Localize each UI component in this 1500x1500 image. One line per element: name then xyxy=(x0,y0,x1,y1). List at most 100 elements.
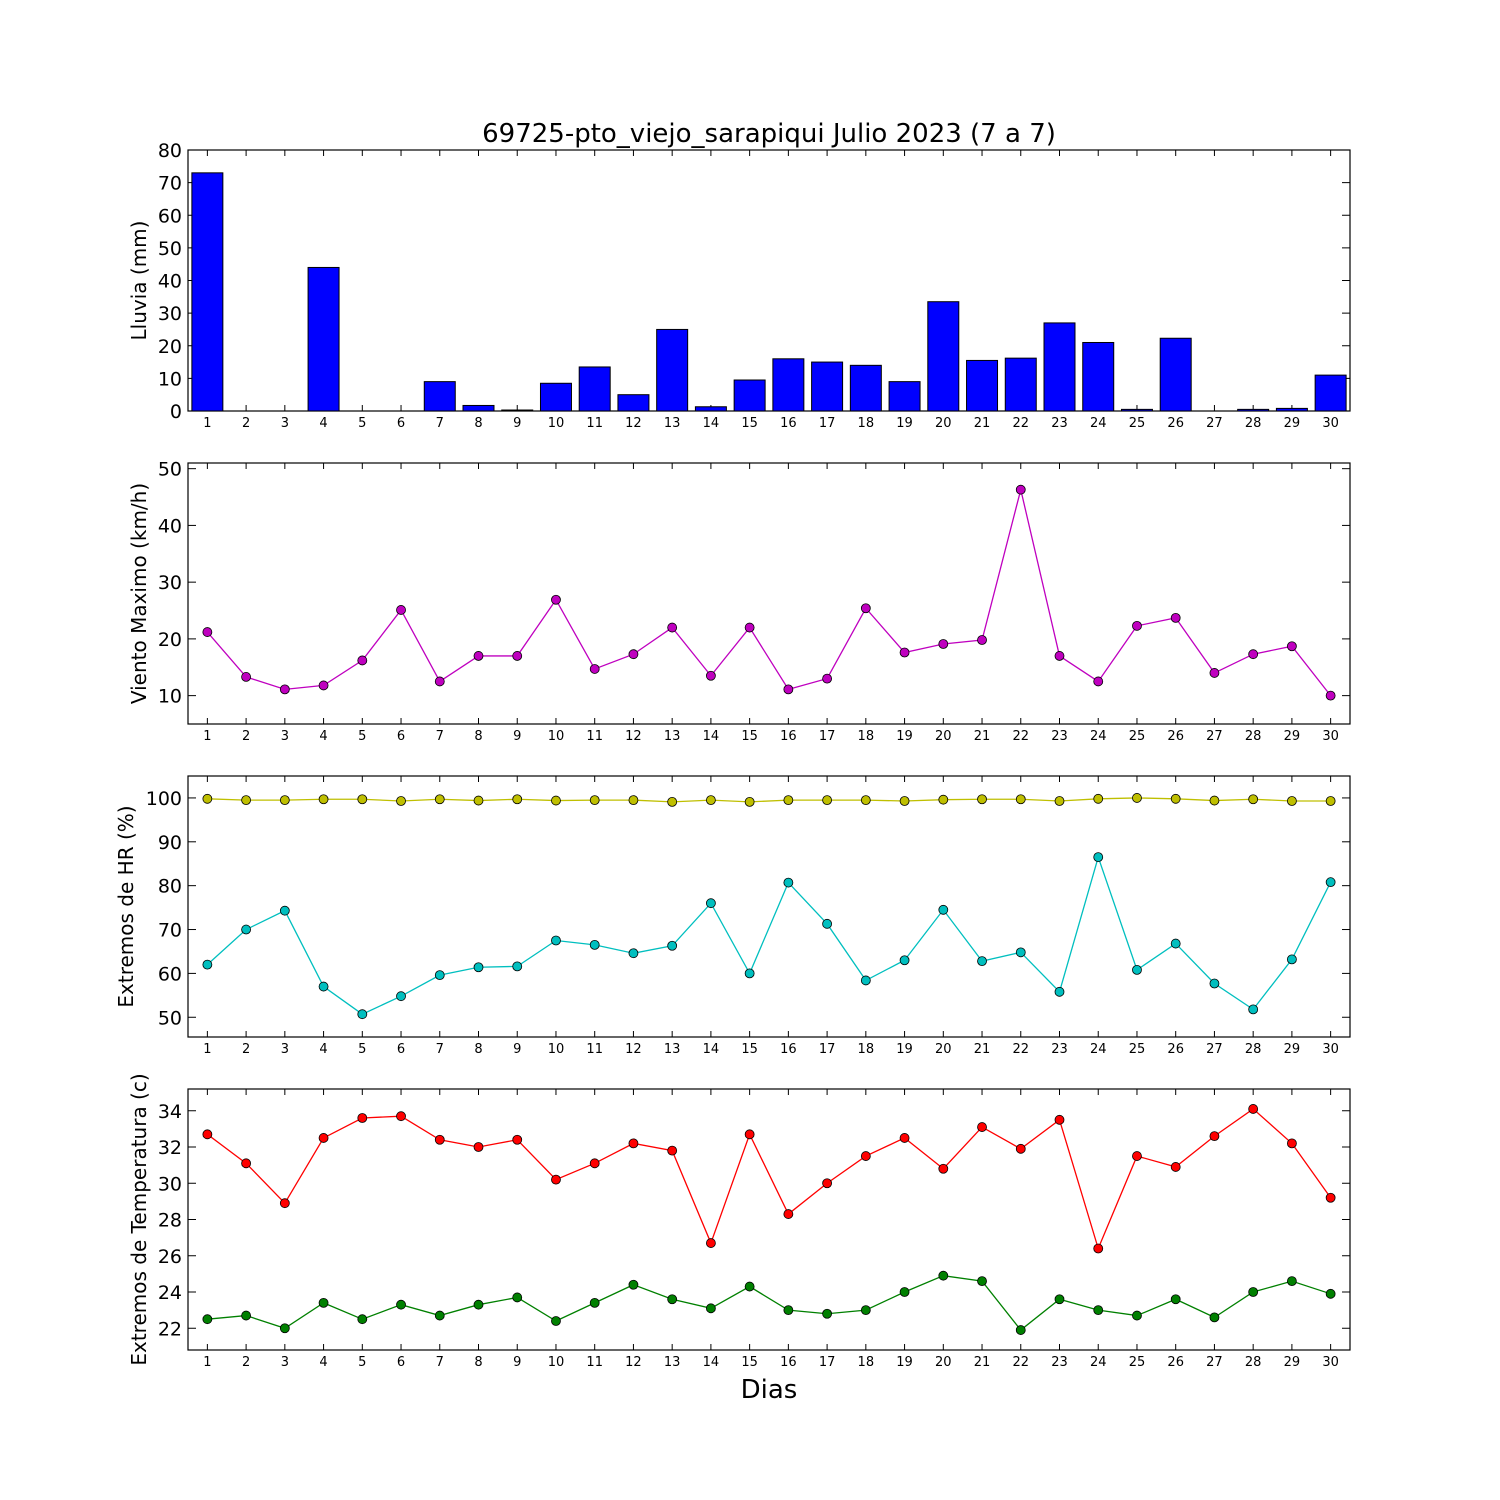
y-axis-label: Extremos de HR (%) xyxy=(114,805,138,1007)
x-tick-label: 22 xyxy=(1012,729,1029,744)
data-point xyxy=(434,1310,445,1321)
data-point xyxy=(512,961,523,972)
chart-title: 69725-pto_viejo_sarapiqui Julio 2023 (7 … xyxy=(482,119,1056,149)
data-point xyxy=(241,672,252,682)
data-point xyxy=(396,796,406,806)
x-tick-label: 21 xyxy=(974,729,991,744)
x-tick-label: 4 xyxy=(319,729,327,744)
x-tick-label: 11 xyxy=(586,1355,603,1370)
data-point xyxy=(706,898,716,909)
x-tick-label: 5 xyxy=(358,1042,366,1057)
x-tick-label: 21 xyxy=(974,416,991,431)
x-tick-label: 9 xyxy=(513,1355,521,1370)
x-tick-label: 11 xyxy=(586,1042,603,1057)
data-point xyxy=(1287,796,1297,806)
x-tick-label: 27 xyxy=(1206,1042,1223,1057)
x-tick-label: 28 xyxy=(1245,416,1262,431)
data-point xyxy=(822,795,832,806)
data-point xyxy=(1209,668,1220,678)
x-tick-label: 22 xyxy=(1012,416,1029,431)
x-tick-label: 19 xyxy=(896,1042,913,1057)
data-point xyxy=(241,1310,252,1321)
x-tick-label: 18 xyxy=(858,1355,875,1370)
bar-day-13 xyxy=(656,328,689,412)
data-point xyxy=(1132,620,1142,631)
x-tick-label: 6 xyxy=(397,1042,405,1057)
data-point xyxy=(318,794,329,805)
x-tick-label: 28 xyxy=(1245,1355,1262,1370)
data-point xyxy=(899,1133,910,1143)
data-point xyxy=(396,991,406,1002)
y-tick-label: 10 xyxy=(158,368,182,390)
data-point xyxy=(744,968,755,979)
data-point xyxy=(1054,1294,1065,1305)
x-tick-label: 29 xyxy=(1284,1042,1301,1057)
data-point xyxy=(1248,1104,1259,1114)
x-tick-label: 26 xyxy=(1167,1042,1184,1057)
data-point xyxy=(744,796,755,807)
x-tick-label: 30 xyxy=(1322,1042,1339,1057)
data-point xyxy=(1248,794,1259,805)
x-tick-label: 2 xyxy=(242,1042,250,1057)
data-point xyxy=(1209,978,1220,989)
bar-day-14 xyxy=(694,406,727,412)
x-tick-label: 3 xyxy=(281,416,289,431)
data-point xyxy=(1248,1004,1259,1015)
data-point xyxy=(628,1279,639,1290)
x-tick-label: 4 xyxy=(319,1042,327,1057)
data-point xyxy=(202,627,213,637)
x-tick-label: 15 xyxy=(741,1042,758,1057)
data-point xyxy=(938,794,949,805)
y-tick-label: 60 xyxy=(158,205,182,227)
data-point xyxy=(1015,1143,1026,1154)
data-point xyxy=(899,647,910,658)
data-point xyxy=(1248,649,1259,660)
data-point xyxy=(1054,651,1065,661)
data-point xyxy=(1093,852,1104,863)
data-point xyxy=(202,1129,213,1140)
x-tick-label: 5 xyxy=(358,1355,366,1370)
x-tick-label: 13 xyxy=(664,1042,681,1057)
y-tick-label: 34 xyxy=(158,1101,182,1123)
data-point xyxy=(1248,1287,1259,1297)
y-tick-label: 0 xyxy=(170,401,182,423)
x-tick-label: 20 xyxy=(935,1042,952,1057)
x-tick-label: 9 xyxy=(513,729,521,744)
x-tick-label: 5 xyxy=(358,729,366,744)
series-line-1 xyxy=(207,797,1331,803)
x-tick-label: 13 xyxy=(664,1355,681,1370)
x-tick-label: 22 xyxy=(1012,1042,1029,1057)
y-tick-label: 30 xyxy=(158,1173,182,1195)
data-point xyxy=(1287,1138,1297,1149)
y-tick-label: 20 xyxy=(158,336,182,358)
data-point xyxy=(589,939,600,950)
x-tick-label: 24 xyxy=(1090,729,1107,744)
data-point xyxy=(822,1178,832,1189)
data-point xyxy=(1209,1312,1220,1323)
y-tick-label: 24 xyxy=(158,1282,182,1304)
data-point xyxy=(551,795,561,806)
x-tick-label: 1 xyxy=(203,1355,211,1370)
data-point xyxy=(589,664,600,674)
data-point xyxy=(241,1158,252,1169)
x-tick-label: 3 xyxy=(281,1042,289,1057)
data-point xyxy=(589,795,600,806)
data-point xyxy=(822,918,832,929)
bar-day-26 xyxy=(1159,337,1192,412)
x-tick-label: 17 xyxy=(819,416,836,431)
x-tick-label: 20 xyxy=(935,416,952,431)
y-tick-label: 10 xyxy=(158,686,182,708)
x-tick-label: 26 xyxy=(1167,729,1184,744)
x-tick-label: 3 xyxy=(281,1355,289,1370)
bar-day-20 xyxy=(927,301,960,412)
data-point xyxy=(860,1305,871,1316)
data-point xyxy=(512,651,523,661)
x-tick-label: 8 xyxy=(474,1042,482,1057)
data-point xyxy=(396,605,406,615)
x-tick-label: 6 xyxy=(397,1355,405,1370)
data-point xyxy=(357,1009,368,1020)
x-tick-label: 16 xyxy=(780,416,797,431)
data-point xyxy=(396,1299,406,1310)
x-tick-label: 10 xyxy=(548,729,565,744)
